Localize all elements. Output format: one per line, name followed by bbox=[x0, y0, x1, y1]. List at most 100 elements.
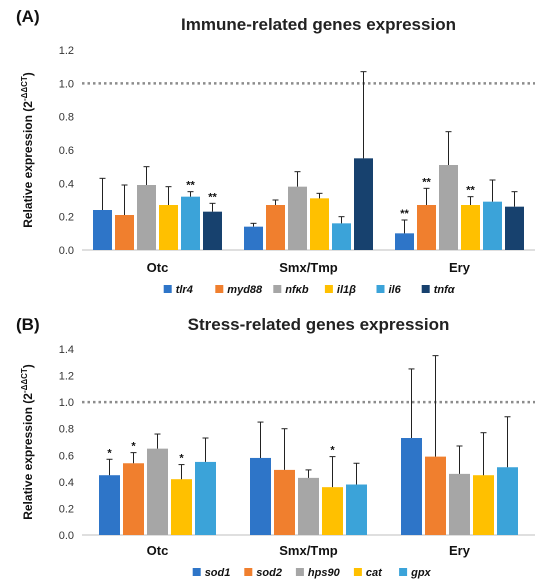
y-tick-label: 0.4 bbox=[59, 477, 74, 489]
legend-label: sod2 bbox=[256, 567, 282, 579]
y-tick-label: 0.4 bbox=[59, 178, 74, 190]
legend-label: gpx bbox=[410, 567, 431, 579]
x-category-label: Smx/Tmp bbox=[279, 543, 338, 558]
bar bbox=[250, 457, 271, 535]
bar bbox=[195, 461, 216, 535]
y-tick-label: 0.2 bbox=[59, 212, 74, 224]
legend-swatch bbox=[353, 568, 362, 576]
y-axis-label-end: ) bbox=[21, 72, 35, 76]
bar bbox=[99, 475, 120, 535]
x-category-label: Otc bbox=[147, 260, 169, 275]
legend-label: il6 bbox=[389, 284, 402, 296]
bar bbox=[332, 223, 351, 250]
bar bbox=[93, 210, 112, 250]
bar bbox=[274, 469, 295, 535]
bar bbox=[354, 158, 373, 250]
bar bbox=[505, 206, 524, 250]
y-axis-label: Relative expression (2-ΔΔCT) bbox=[20, 72, 35, 228]
panel-label: (A) bbox=[16, 7, 40, 26]
legend-swatch bbox=[163, 285, 172, 293]
y-tick-label: 0.6 bbox=[59, 145, 74, 157]
bar bbox=[123, 463, 144, 535]
bar bbox=[171, 479, 192, 535]
legend-label: myd88 bbox=[227, 284, 263, 296]
legend-swatch bbox=[192, 568, 201, 576]
bar bbox=[473, 475, 494, 535]
bar bbox=[439, 165, 458, 250]
legend-label: nfκb bbox=[285, 284, 309, 296]
y-axis-label: Relative expression (2-ΔΔCT) bbox=[20, 364, 35, 520]
y-axis-label-superscript: -ΔΔCT bbox=[20, 368, 29, 393]
significance-mark: * bbox=[179, 453, 184, 465]
y-tick-label: 1.2 bbox=[59, 371, 74, 383]
legend-label: sod1 bbox=[205, 567, 231, 579]
y-tick-label: 0.0 bbox=[59, 530, 74, 542]
x-category-label: Ery bbox=[449, 260, 471, 275]
legend-swatch bbox=[215, 285, 224, 293]
y-tick-label: 0.8 bbox=[59, 424, 74, 436]
chart-panel-a: (A) Immune-related genes expression Relati… bbox=[16, 7, 535, 296]
y-tick-label: 1.2 bbox=[59, 45, 74, 57]
significance-mark: ** bbox=[466, 185, 475, 197]
x-category-label: Ery bbox=[449, 543, 471, 558]
legend-swatch bbox=[421, 285, 430, 293]
y-tick-label: 1.0 bbox=[59, 397, 74, 409]
y-tick-label: 0.8 bbox=[59, 112, 74, 124]
bar bbox=[497, 467, 518, 535]
chart-title: Immune-related genes expression bbox=[181, 15, 456, 34]
bar bbox=[137, 185, 156, 250]
bar bbox=[483, 201, 502, 250]
bar bbox=[266, 205, 285, 250]
chart-panel-b: (B) Stress-related genes expression Relati… bbox=[16, 315, 535, 579]
y-axis-label-end: ) bbox=[21, 364, 35, 368]
y-axis-label-base: Relative expression (2 bbox=[21, 101, 35, 228]
legend-label: cat bbox=[366, 567, 383, 579]
bar bbox=[346, 484, 367, 535]
legend-swatch bbox=[324, 285, 333, 293]
significance-mark: ** bbox=[400, 208, 409, 220]
y-tick-label: 0.6 bbox=[59, 450, 74, 462]
chart-title: Stress-related genes expression bbox=[188, 315, 450, 334]
significance-mark: ** bbox=[208, 191, 217, 203]
bar bbox=[181, 196, 200, 250]
bar bbox=[244, 226, 263, 250]
y-tick-label: 1.0 bbox=[59, 78, 74, 90]
y-tick-label: 0.2 bbox=[59, 503, 74, 515]
y-axis-label-base: Relative expression (2 bbox=[21, 393, 35, 520]
bar bbox=[425, 456, 446, 535]
bar bbox=[417, 205, 436, 250]
bar bbox=[461, 205, 480, 250]
legend-label: tlr4 bbox=[176, 284, 193, 296]
legend-swatch bbox=[399, 568, 408, 576]
bar bbox=[203, 211, 222, 250]
bar bbox=[310, 198, 329, 250]
y-tick-label: 1.4 bbox=[59, 344, 74, 356]
bar bbox=[147, 448, 168, 535]
significance-mark: ** bbox=[422, 176, 431, 188]
bar bbox=[395, 233, 414, 250]
legend-label: il1β bbox=[337, 284, 356, 296]
bar bbox=[322, 487, 343, 535]
legend-swatch bbox=[244, 568, 253, 576]
legend-swatch bbox=[295, 568, 304, 576]
legend-swatch bbox=[273, 285, 282, 293]
significance-mark: * bbox=[131, 441, 136, 453]
bar bbox=[159, 205, 178, 250]
significance-mark: * bbox=[330, 445, 335, 457]
legend-swatch bbox=[376, 285, 385, 293]
bar bbox=[298, 477, 319, 535]
legend-label: tnfα bbox=[434, 284, 456, 296]
x-category-label: Smx/Tmp bbox=[279, 260, 338, 275]
y-axis-label-superscript: -ΔΔCT bbox=[20, 76, 29, 101]
legend-label: hps90 bbox=[308, 567, 341, 579]
bar bbox=[449, 473, 470, 535]
significance-mark: * bbox=[107, 447, 112, 459]
bar bbox=[401, 438, 422, 535]
significance-mark: ** bbox=[186, 180, 195, 192]
bar bbox=[288, 186, 307, 250]
bar bbox=[115, 215, 134, 250]
x-category-label: Otc bbox=[147, 543, 169, 558]
y-tick-label: 0.0 bbox=[59, 245, 74, 257]
